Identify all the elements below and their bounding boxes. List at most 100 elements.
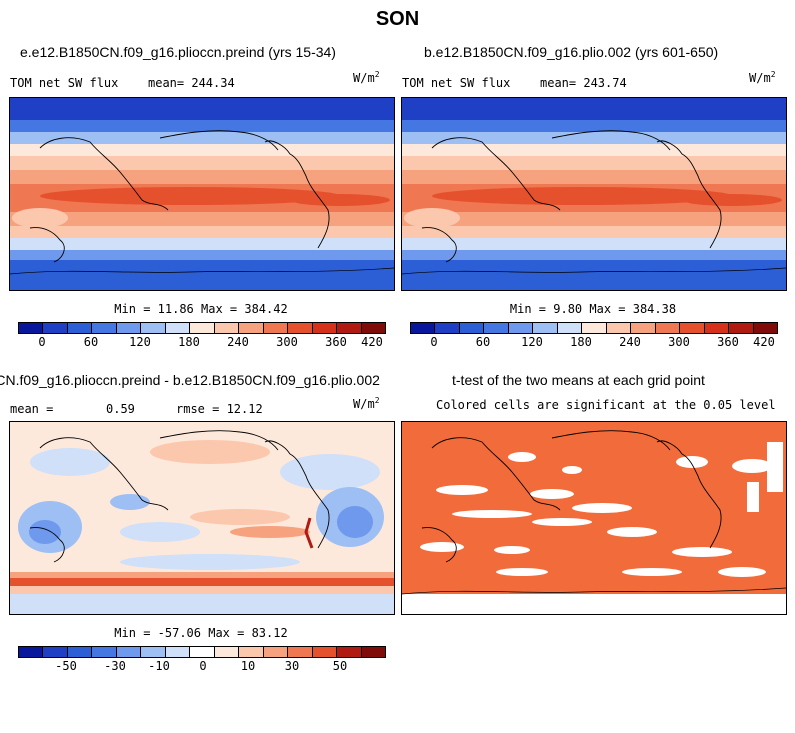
cbar3-tick: -10 [148, 659, 170, 673]
cbar1-tick: 300 [276, 335, 298, 349]
cbar2-tick: 420 [753, 335, 775, 349]
panel4-subtitle: Colored cells are significant at the 0.0… [436, 398, 776, 412]
colorbar-swatch [288, 647, 313, 657]
cbar3-tick: 0 [199, 659, 207, 673]
panel3-units: W/m2 [353, 396, 380, 411]
cbar2-tick: 300 [668, 335, 690, 349]
colorbar-swatch [43, 647, 68, 657]
panel1-minmax: Min = 11.86 Max = 384.42 [114, 302, 288, 316]
colorbar-swatch [190, 323, 215, 333]
panel2-map-graphic [402, 98, 786, 290]
cbar1-tick: 360 [325, 335, 347, 349]
panel2-units: W/m2 [749, 70, 776, 85]
panel2-variable: TOM net SW flux [402, 76, 511, 90]
colorbar-swatch [508, 323, 534, 333]
colorbar-swatch [43, 323, 68, 333]
panel4-map-graphic [402, 422, 786, 614]
panel3-title-clip: e.e12.B1850CN.f09_g16.plioccn.preind - b… [0, 368, 400, 390]
cbar1-tick: 120 [129, 335, 151, 349]
colorbar-swatch [680, 323, 705, 333]
cbar1-tick: 180 [178, 335, 200, 349]
panel1-mean: mean= 244.34 [148, 76, 235, 90]
panel2-map [401, 97, 787, 291]
panel3-minmax: Min = -57.06 Max = 83.12 [114, 626, 288, 640]
colorbar-swatch [19, 647, 44, 657]
panel4-title: t-test of the two means at each grid poi… [452, 372, 705, 388]
colorbar-diff [18, 646, 386, 658]
colorbar-swatch [312, 323, 338, 333]
panel1-units: W/m2 [353, 70, 380, 85]
colorbar-abs-left [18, 322, 386, 334]
cbar2-tick: 120 [521, 335, 543, 349]
colorbar-swatch [190, 647, 215, 657]
panel1-title: e.e12.B1850CN.f09_g16.plioccn.preind (yr… [20, 44, 336, 60]
colorbar-swatch [214, 647, 240, 657]
ttest-fill [402, 422, 786, 614]
colorbar-swatch [753, 323, 778, 333]
cbar2-tick: 180 [570, 335, 592, 349]
cbar1-tick: 0 [38, 335, 46, 349]
colorbar-swatch [312, 647, 338, 657]
cbar1-tick: 240 [227, 335, 249, 349]
colorbar-swatch [141, 647, 166, 657]
colorbar-swatch [19, 323, 44, 333]
colorbar-swatch [263, 323, 289, 333]
panel1-variable: TOM net SW flux [10, 76, 119, 90]
panel3-rmse: rmse = 12.12 [176, 402, 263, 416]
colorbar-swatch [484, 323, 509, 333]
colorbar-swatch [337, 323, 362, 333]
colorbar-swatch [263, 647, 289, 657]
colorbar-swatch [337, 647, 362, 657]
cbar1-tick: 420 [361, 335, 383, 349]
panel2-minmax: Min = 9.80 Max = 384.38 [509, 302, 677, 316]
colorbar-swatch [704, 323, 730, 333]
panel3-mean-label: mean = [10, 402, 54, 416]
colorbar-swatch [239, 323, 264, 333]
cbar3-tick: 30 [284, 659, 300, 673]
colorbar-swatch [165, 323, 191, 333]
cbar3-tick: 10 [240, 659, 256, 673]
panel2-mean: mean= 243.74 [540, 76, 627, 90]
colorbar-swatch [361, 323, 386, 333]
panel3-mean-value: 0.59 [106, 402, 135, 416]
colorbar-swatch [459, 323, 485, 333]
colorbar-swatch [67, 323, 93, 333]
colorbar-swatch [631, 323, 656, 333]
colorbar-swatch [557, 323, 583, 333]
colorbar-swatch [116, 647, 142, 657]
colorbar-swatch [655, 323, 681, 333]
cbar2-tick: 0 [430, 335, 438, 349]
colorbar-swatch [92, 323, 117, 333]
panel3-map-graphic [10, 422, 394, 614]
panel3-map [9, 421, 395, 615]
colorbar-swatch [435, 323, 460, 333]
cbar3-tick: 50 [332, 659, 348, 673]
colorbar-swatch [67, 647, 93, 657]
cbar3-tick: -30 [104, 659, 126, 673]
cbar2-tick: 60 [475, 335, 491, 349]
panel2-title: b.e12.B1850CN.f09_g16.plio.002 (yrs 601-… [424, 44, 719, 60]
colorbar-abs-right [410, 322, 778, 334]
colorbar-swatch [141, 323, 166, 333]
panel1-map [9, 97, 395, 291]
figure-title: SON [375, 8, 420, 30]
colorbar-swatch [116, 323, 142, 333]
colorbar-swatch [239, 647, 264, 657]
cbar3-tick: -50 [55, 659, 77, 673]
colorbar-swatch [165, 647, 191, 657]
colorbar-swatch [361, 647, 386, 657]
colorbar-swatch [411, 323, 436, 333]
cbar1-tick: 60 [83, 335, 99, 349]
cbar2-tick: 360 [717, 335, 739, 349]
colorbar-swatch [288, 323, 313, 333]
panel4-map [401, 421, 787, 615]
colorbar-swatch [533, 323, 558, 333]
colorbar-swatch [606, 323, 632, 333]
colorbar-swatch [214, 323, 240, 333]
colorbar-swatch [729, 323, 754, 333]
cbar2-tick: 240 [619, 335, 641, 349]
panel3-title: e.e12.B1850CN.f09_g16.plioccn.preind - b… [0, 372, 380, 388]
colorbar-swatch [582, 323, 607, 333]
colorbar-swatch [92, 647, 117, 657]
panel1-map-graphic [10, 98, 394, 290]
